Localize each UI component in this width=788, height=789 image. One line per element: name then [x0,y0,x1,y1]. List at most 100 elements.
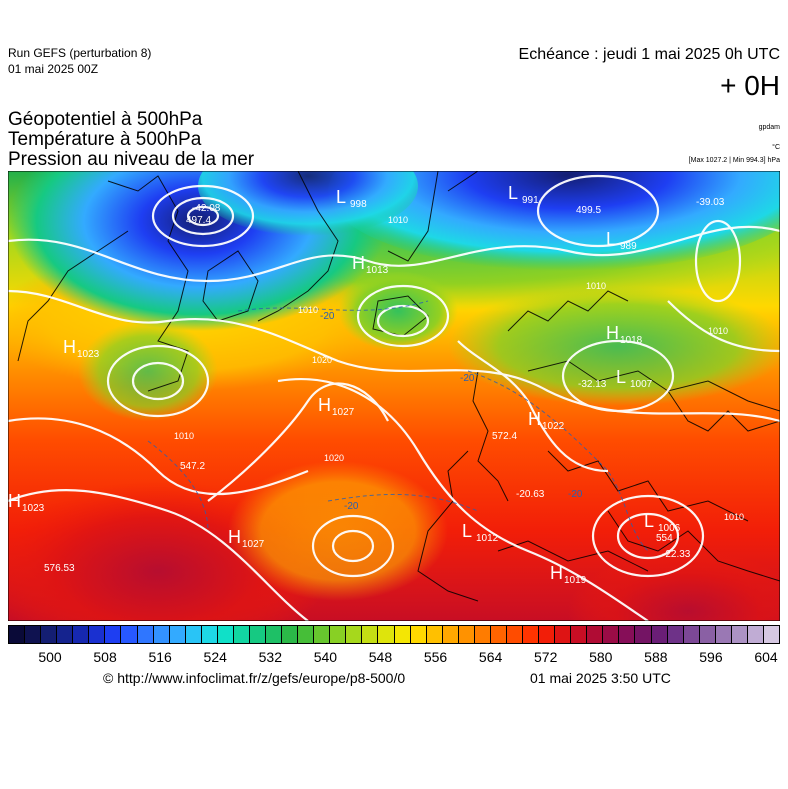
pressure-centre-value: 1006 [658,523,681,534]
temperature-label: -20 [568,489,583,500]
color-scale-tick: 500 [38,649,62,665]
color-swatch [330,626,347,643]
color-scale-tick: 604 [754,649,778,665]
pressure-centre-high: H [228,527,241,547]
isobar-label: 1020 [312,355,332,365]
color-scale-tick: 596 [699,649,723,665]
color-swatch [282,626,299,643]
color-swatch [9,626,26,643]
color-scale-tick: 540 [313,649,338,665]
color-scale-tick: 548 [368,649,393,665]
color-swatch [731,626,748,643]
isobar-label: 1010 [724,512,744,522]
pressure-centre-value: 1023 [22,503,45,514]
pressure-centre-high: H [352,253,365,273]
color-swatch [506,626,523,643]
layer-title-pressure: Pression au niveau de la mer [8,149,255,170]
pressure-centre-value: 1019 [564,575,587,586]
pressure-centre-high: H [550,563,563,583]
color-swatch [715,626,732,643]
color-swatch [153,626,170,643]
temperature-label: -20 [460,373,475,384]
color-scale-tick: 588 [644,649,668,665]
temperature-label: -20 [344,501,359,512]
color-swatch [362,626,379,643]
color-swatch [490,626,507,643]
pressure-centre-value: 1013 [366,265,389,276]
color-swatch [105,626,122,643]
isobar-label: 1010 [388,215,408,225]
run-date: 01 mai 2025 00Z [8,62,99,76]
pressure-centre-low: L [336,187,346,207]
color-swatch [667,626,684,643]
color-swatch [474,626,491,643]
color-swatch [699,626,716,643]
pressure-centre-high: H [8,491,21,511]
geopotential-label: 499.5 [576,205,601,216]
pressure-centre-value: 989 [620,241,637,252]
color-scale-bar [8,625,780,644]
color-swatch [233,626,250,643]
color-swatch [298,626,315,643]
pressure-centre-high: H [318,395,331,415]
temperature-label: -42.08 [192,203,221,214]
layer-title-temperature: Température à 500hPa [8,129,202,150]
pressure-centre-value: 998 [350,199,367,210]
pressure-max-min: [Max 1027.2 | Min 994.3] hPa [688,157,780,164]
color-scale-tick: 516 [148,649,172,665]
temperature-label: -20.63 [516,489,545,500]
color-swatch [442,626,459,643]
pressure-centre-value: 1018 [620,335,643,346]
color-swatch [25,626,42,643]
color-scale-ticks: 500 508 516 524 532 540 548 556 564 572 580 588 596 6… [8,649,780,665]
run-title: Run GEFS (perturbation 8) [8,46,152,60]
color-swatch [249,626,266,643]
color-swatch [394,626,411,643]
color-swatch [121,626,138,643]
color-swatch [747,626,764,643]
temperature-label: -39.03 [696,197,725,208]
color-swatch [619,626,636,643]
color-swatch [346,626,363,643]
color-swatch [651,626,668,643]
color-swatch [169,626,186,643]
temperature-label: -32.13 [578,379,607,390]
pressure-centre-value: 1007 [630,379,653,390]
color-swatch [763,626,779,643]
color-swatch [458,626,475,643]
color-swatch [378,626,395,643]
color-swatch [217,626,234,643]
color-swatch [539,626,556,643]
pressure-centre-value: 1027 [332,407,355,418]
weather-map: H 1023 H 1023 H 1027 H 1027 H 1018 H 1022 H 101… [8,171,780,621]
pressure-centre-high: H [606,323,619,343]
unit-gpdam: gpdam [758,124,780,131]
temperature-label: -20 [320,311,335,322]
isobar-label: 1010 [298,305,318,315]
generation-date: 01 mai 2025 3:50 UTC [530,670,671,686]
color-swatch [57,626,74,643]
color-swatch [571,626,588,643]
isobar-label: 1010 [174,431,194,441]
pressure-centre-low: L [462,521,472,541]
forecast-offset: + 0H [720,70,780,101]
pressure-centre-value: 1012 [476,533,499,544]
color-scale-tick: 564 [478,649,503,665]
isobar-label: 1010 [708,326,728,336]
pressure-centre-high: H [528,409,541,429]
geopotential-label: 497.4 [186,215,211,226]
color-swatch [137,626,154,643]
geopotential-label: 572.4 [492,431,517,442]
color-swatch [587,626,604,643]
color-swatch [185,626,202,643]
geopotential-label: 547.2 [180,461,205,472]
forecast-time: Echéance : jeudi 1 mai 2025 0h UTC [518,46,780,63]
color-scale-tick: 572 [534,649,558,665]
pressure-centre-low: L [644,511,654,531]
color-swatch [603,626,620,643]
color-swatch [683,626,700,643]
temperature-label: -22.33 [662,549,691,560]
color-swatch [314,626,331,643]
pressure-centre-low: L [606,229,616,249]
pressure-centre-value: 1022 [542,421,565,432]
